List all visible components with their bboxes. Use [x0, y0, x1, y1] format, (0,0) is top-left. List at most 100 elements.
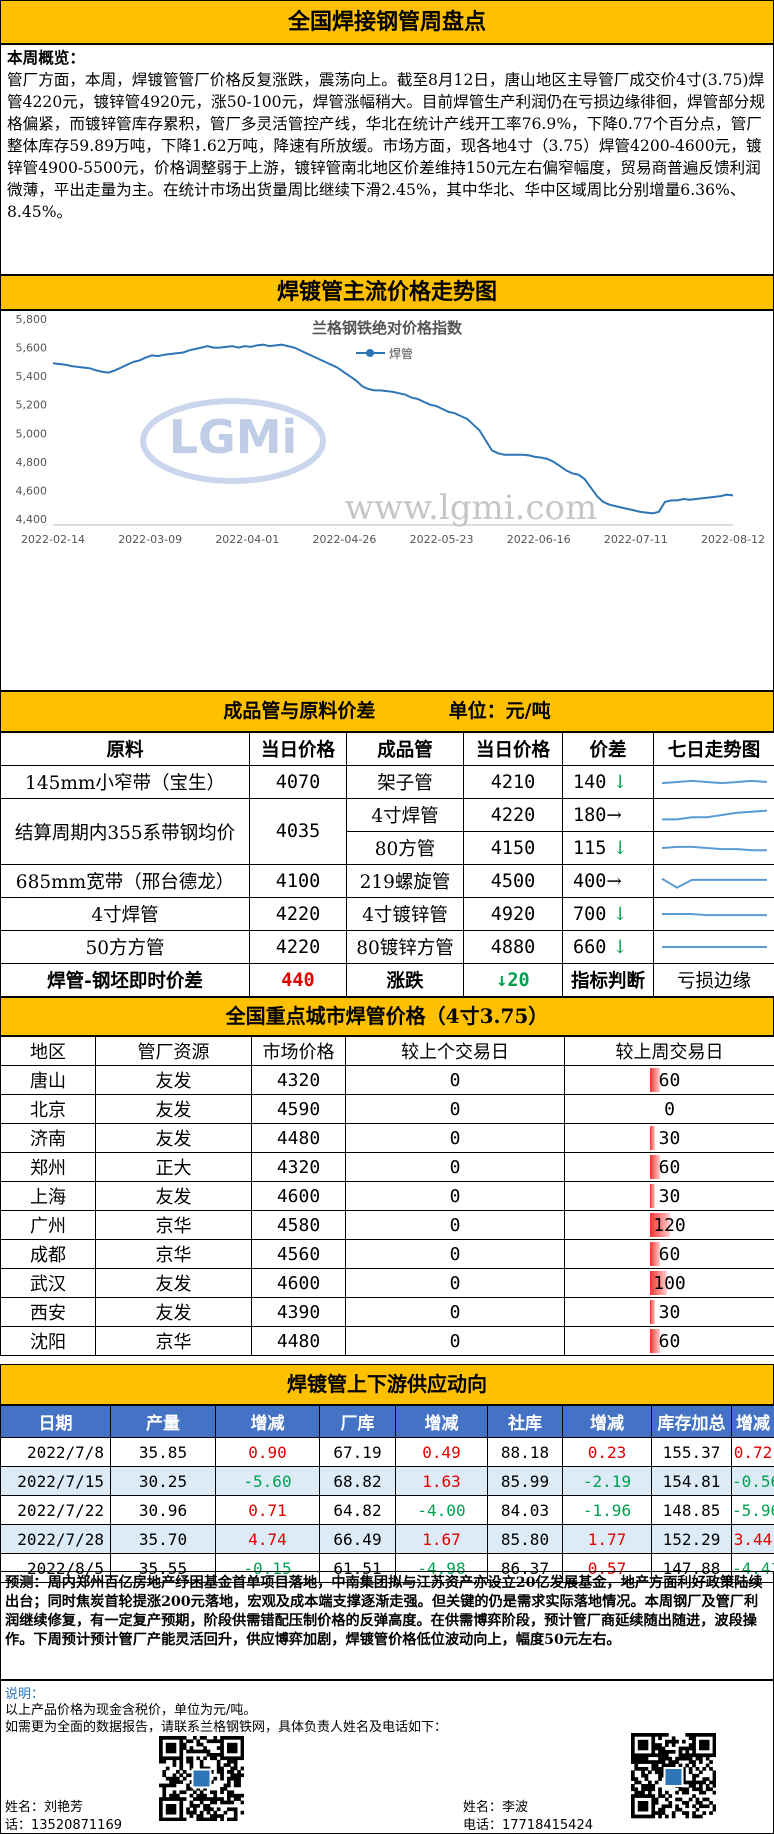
qr-module — [240, 1739, 245, 1744]
qr-module — [658, 1787, 662, 1792]
qr-module — [637, 1743, 642, 1747]
qr-module — [631, 1811, 635, 1815]
city-region: 北京 — [0, 1094, 96, 1124]
qr-module — [230, 1790, 235, 1795]
qr-module — [179, 1814, 184, 1818]
qr-module — [179, 1790, 184, 1795]
qr-module — [237, 1797, 241, 1801]
qr-module — [637, 1767, 642, 1771]
qr-module — [182, 1736, 187, 1740]
supply-date: 2022/8/5 — [0, 1553, 111, 1583]
qr-module — [159, 1759, 163, 1764]
city-region: 广州 — [0, 1210, 96, 1240]
qr-module — [172, 1817, 177, 1822]
qr-module — [644, 1784, 649, 1788]
qr-module — [179, 1773, 184, 1778]
city-week-change: 30 — [564, 1181, 774, 1211]
qr-module — [644, 1787, 649, 1792]
qr-module — [634, 1753, 639, 1758]
qr-module — [682, 1811, 686, 1815]
supply-output-change: 4.74 — [215, 1524, 320, 1554]
city-mill: 友发 — [95, 1123, 252, 1153]
qr-module — [637, 1794, 642, 1798]
qr-module — [637, 1807, 642, 1812]
qr-module — [233, 1736, 238, 1740]
spread-section-header: 成品管与原料价差 单位：元/吨 — [0, 691, 774, 732]
qr-module — [159, 1736, 163, 1740]
qr-module — [631, 1807, 635, 1812]
qr-module — [196, 1817, 201, 1822]
qr-module — [189, 1746, 194, 1750]
y-tick-label: 5,800 — [16, 313, 48, 326]
qr-module — [661, 1750, 666, 1754]
qr-module — [162, 1736, 167, 1740]
qr-module — [162, 1759, 167, 1764]
qr-module — [203, 1749, 207, 1754]
qr-module — [179, 1807, 184, 1812]
qr-module — [702, 1767, 707, 1771]
chart-section-title: 焊镀管主流价格走势图 — [0, 275, 774, 310]
qr-module — [240, 1749, 245, 1754]
qr-module — [227, 1793, 231, 1798]
qr-module — [162, 1787, 167, 1791]
qr-module — [220, 1766, 224, 1771]
sparkline-cell — [653, 930, 774, 964]
product-price: 4500 — [463, 864, 563, 898]
qr-module — [186, 1759, 190, 1764]
qr-module — [712, 1750, 717, 1754]
lgmi-watermark: LGMi www.lgmi.com — [140, 398, 597, 528]
qr-module — [193, 1807, 197, 1812]
qr-module — [702, 1753, 707, 1758]
city-row: 西安 友发 4390 0 30 — [0, 1297, 774, 1327]
qr-module — [651, 1797, 656, 1802]
qr-module — [162, 1756, 167, 1761]
qr-module — [712, 1773, 717, 1778]
qr-module — [634, 1767, 639, 1771]
city-week-change: 30 — [564, 1123, 774, 1153]
supply-mill-stock-change: 1.63 — [395, 1466, 488, 1496]
qr-module — [240, 1753, 245, 1757]
city-day-change: 0 — [345, 1297, 565, 1327]
product-price: 4210 — [463, 765, 563, 799]
qr-module — [658, 1807, 662, 1812]
product-name: 219螺旋管 — [346, 864, 464, 898]
qr-module — [199, 1817, 204, 1822]
qr-module — [705, 1743, 710, 1747]
qr-module — [665, 1797, 669, 1802]
qr-module — [179, 1766, 184, 1771]
sparkline-path — [661, 845, 767, 852]
qr-module — [671, 1763, 676, 1768]
qr-module — [240, 1766, 245, 1771]
qr-module — [189, 1763, 194, 1767]
qr-module — [186, 1810, 190, 1815]
sparkline-path — [661, 779, 768, 785]
qr-module — [644, 1773, 649, 1778]
qr-module — [159, 1804, 163, 1808]
qr-module — [189, 1773, 194, 1778]
qr-code-2 — [631, 1733, 717, 1821]
qr-module — [712, 1780, 717, 1785]
qr-module — [692, 1777, 696, 1781]
supply-mill-stock: 68.82 — [319, 1466, 396, 1496]
city-region: 济南 — [0, 1123, 96, 1153]
qr-module — [179, 1804, 184, 1808]
qr-module — [196, 1804, 201, 1808]
qr-module — [702, 1780, 707, 1785]
qr-module — [692, 1763, 696, 1768]
qr-module — [165, 1736, 170, 1740]
qr-module — [637, 1790, 642, 1795]
qr-module — [712, 1746, 717, 1751]
contact2-phone: 电话：17718415424 — [463, 1818, 593, 1833]
qr-module — [641, 1770, 645, 1775]
qr-module — [230, 1749, 235, 1754]
qr-module — [233, 1746, 238, 1750]
supply-output: 30.96 — [110, 1495, 216, 1525]
qr-module — [654, 1801, 659, 1805]
city-week-change: 30 — [564, 1297, 774, 1327]
qr-module — [182, 1746, 187, 1750]
qr-module — [685, 1787, 690, 1792]
qr-module — [688, 1746, 693, 1751]
qr-module — [220, 1753, 224, 1757]
qr-module — [661, 1811, 666, 1815]
qr-module — [692, 1733, 696, 1737]
